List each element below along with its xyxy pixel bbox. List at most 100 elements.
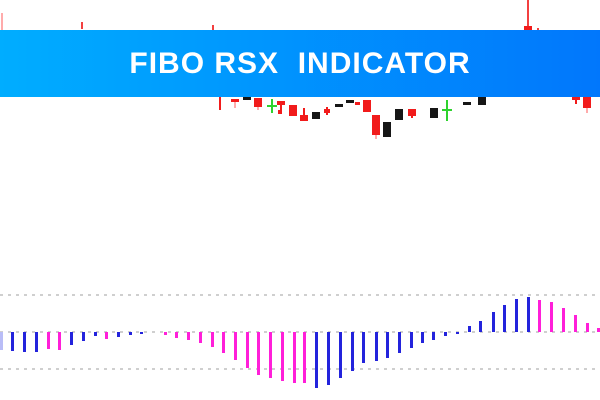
candle-body bbox=[289, 105, 297, 116]
candle-body bbox=[363, 100, 371, 112]
histogram-bar bbox=[11, 332, 14, 351]
histogram-bar bbox=[117, 332, 120, 337]
histogram-bar bbox=[479, 321, 482, 332]
histogram-bar bbox=[339, 332, 342, 378]
candle-wick-bottom bbox=[257, 107, 259, 110]
histogram-bar bbox=[140, 332, 143, 334]
oscillator-level-line bbox=[0, 331, 600, 333]
price-wick bbox=[527, 0, 529, 26]
histogram-bar bbox=[315, 332, 318, 388]
price-wick bbox=[81, 22, 83, 29]
histogram-bar bbox=[58, 332, 61, 350]
price-wick bbox=[537, 28, 539, 31]
histogram-bar bbox=[234, 332, 237, 360]
histogram-bar bbox=[515, 299, 518, 332]
histogram-bar bbox=[468, 326, 471, 332]
histogram-bar bbox=[164, 332, 167, 335]
histogram-bar bbox=[129, 332, 132, 335]
candle-body bbox=[312, 112, 320, 119]
histogram-bar bbox=[444, 332, 447, 336]
candle-body bbox=[383, 122, 391, 137]
title-banner: FIBO RSX INDICATOR bbox=[0, 30, 600, 97]
candle-body bbox=[243, 96, 251, 100]
candle-body bbox=[324, 109, 330, 113]
histogram-bar bbox=[0, 332, 3, 350]
doji-cross-icon bbox=[267, 105, 277, 107]
candle-wick-bottom bbox=[326, 113, 328, 115]
oscillator-level-line bbox=[0, 368, 600, 370]
candle-wick-bottom bbox=[575, 100, 577, 104]
candle-wick-bottom bbox=[375, 135, 377, 139]
histogram-bar bbox=[175, 332, 178, 338]
histogram-bar bbox=[257, 332, 260, 375]
histogram-bar bbox=[94, 332, 97, 336]
histogram-bar bbox=[35, 332, 38, 352]
histogram-bar bbox=[586, 323, 589, 332]
candle-body bbox=[346, 100, 354, 103]
histogram-bar bbox=[456, 332, 459, 334]
candle-wick-top bbox=[303, 108, 305, 115]
histogram-bar bbox=[574, 315, 577, 332]
histogram-bar bbox=[23, 332, 26, 352]
candle-body bbox=[478, 96, 486, 105]
candle-body bbox=[583, 97, 591, 108]
histogram-bar bbox=[281, 332, 284, 381]
candle-wick-top bbox=[326, 107, 328, 109]
candle-body bbox=[278, 110, 282, 114]
histogram-bar bbox=[597, 328, 600, 332]
candle-wick-bottom bbox=[586, 108, 588, 113]
candle-body bbox=[335, 104, 343, 107]
price-wick bbox=[212, 25, 214, 30]
histogram-bar bbox=[199, 332, 202, 343]
candle-wick-bottom bbox=[280, 105, 282, 114]
banner-title: FIBO RSX INDICATOR bbox=[129, 46, 471, 80]
histogram-bar bbox=[421, 332, 424, 343]
histogram-bar bbox=[82, 332, 85, 341]
candle-body bbox=[277, 101, 285, 105]
histogram-bar bbox=[222, 332, 225, 353]
histogram-bar bbox=[303, 332, 306, 383]
candle-body bbox=[231, 99, 239, 102]
histogram-bar bbox=[398, 332, 401, 353]
oscillator-level-line bbox=[0, 294, 600, 296]
histogram-bar bbox=[269, 332, 272, 378]
price-wick bbox=[1, 13, 3, 30]
histogram-bar bbox=[375, 332, 378, 361]
candle-body bbox=[354, 102, 360, 105]
histogram-bar bbox=[386, 332, 389, 358]
candle-body bbox=[300, 115, 308, 121]
histogram-bar bbox=[351, 332, 354, 371]
histogram-bar bbox=[327, 332, 330, 385]
histogram-bar bbox=[70, 332, 73, 345]
candle-body bbox=[463, 102, 471, 105]
candle-body bbox=[524, 26, 532, 31]
histogram-bar bbox=[211, 332, 214, 347]
histogram-bar bbox=[432, 332, 435, 340]
histogram-bar bbox=[105, 332, 108, 339]
histogram-bar bbox=[550, 302, 553, 332]
histogram-bar bbox=[492, 312, 495, 332]
candle-wick bbox=[219, 96, 221, 110]
histogram-bar bbox=[246, 332, 249, 368]
doji-cross-icon bbox=[442, 109, 452, 111]
candle-body bbox=[408, 109, 416, 116]
candle-wick-bottom bbox=[411, 116, 413, 118]
candle-wick-bottom bbox=[234, 102, 236, 108]
histogram-bar bbox=[527, 297, 530, 332]
histogram-bar bbox=[47, 332, 50, 349]
histogram-bar bbox=[503, 305, 506, 332]
candle-body bbox=[372, 115, 380, 135]
histogram-bar bbox=[410, 332, 413, 348]
histogram-bar bbox=[538, 300, 541, 332]
histogram-bar bbox=[187, 332, 190, 340]
candle-body bbox=[395, 109, 403, 120]
candle-body bbox=[572, 97, 580, 100]
histogram-bar bbox=[293, 332, 296, 383]
candle-body bbox=[430, 108, 438, 118]
histogram-bar bbox=[562, 308, 565, 332]
histogram-bar bbox=[362, 332, 365, 363]
candle-body bbox=[254, 98, 262, 107]
